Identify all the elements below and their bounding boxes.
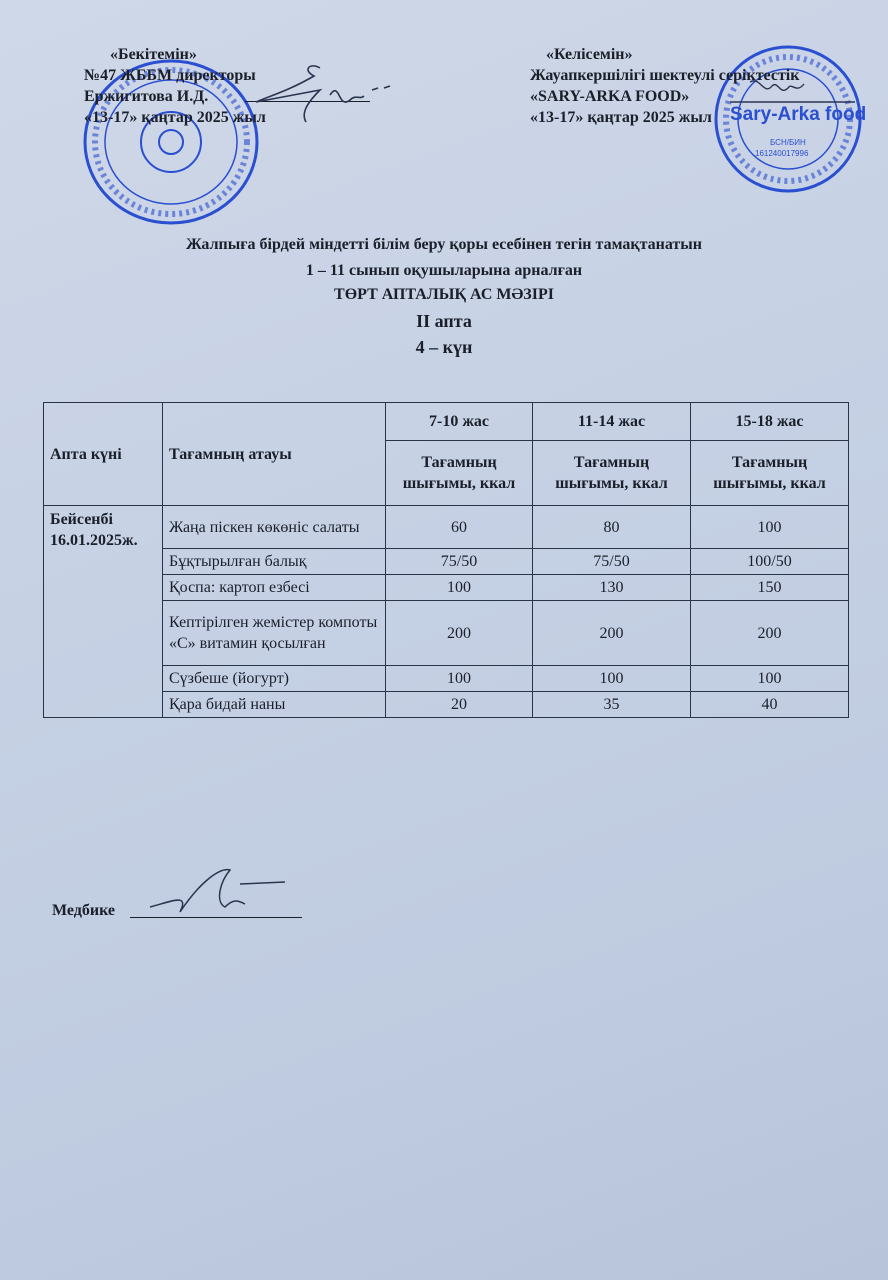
stamp-bin: 161240017996	[755, 149, 809, 158]
value-cell: 35	[532, 691, 691, 718]
value-cell: 75/50	[385, 548, 533, 575]
dish-name: Жаңа піскен көкөніс салаты	[162, 505, 386, 549]
stamp-bin-label: БСН/БИН	[770, 138, 806, 147]
table-row: Бұқтырылған балық 75/50 75/50 100/50	[44, 548, 849, 575]
table-row: Бейсенбі 16.01.2025ж. Жаңа піскен көкөні…	[43, 505, 849, 718]
value-cell: 20	[385, 691, 533, 718]
approve-heading: «Бекітемін»	[110, 46, 197, 63]
header-yield: Тағамның шығымы, ккал	[385, 440, 533, 506]
header-age-group: 15-18 жас	[690, 402, 849, 441]
value-cell: 200	[690, 600, 849, 666]
header-yield: Тағамның шығымы, ккал	[532, 440, 691, 506]
approve-date: «13-17» қаңтар 2025 жыл	[84, 109, 266, 126]
dish-name: Кептірілген жемістер компоты «С» витамин…	[162, 600, 386, 666]
stamp-logo-text: Sary-Arka food	[730, 104, 867, 125]
page-title: ТӨРТ АПТАЛЫҚ АС МӘЗІРІ	[334, 286, 554, 303]
table-row: Сүзбеше (йогурт) 100 100 100	[44, 665, 849, 692]
value-cell: 60	[385, 505, 533, 549]
title-line-2: 1 – 11 сынып оқушыларына арналған	[305, 262, 583, 279]
nurse-label: Медбике	[52, 902, 116, 919]
day-cell: Бейсенбі 16.01.2025ж.	[43, 505, 163, 718]
header-day: Апта күні	[43, 402, 163, 506]
approve-block: «Бекітемін» №47 ЖББМ директоры Ержигитов…	[84, 44, 266, 128]
week-label: II апта	[416, 311, 472, 331]
value-cell: 150	[690, 574, 849, 601]
menu-table: Апта күні Тағамның атауы 7-10 жас 11-14 …	[43, 402, 849, 718]
school-stamp	[83, 59, 259, 225]
value-cell: 100/50	[690, 548, 849, 575]
value-cell: 100	[385, 665, 533, 692]
header-dish-name: Тағамның атауы	[162, 402, 386, 506]
dish-name: Бұқтырылған балық	[162, 548, 386, 575]
agree-heading: «Келісемін»	[546, 46, 633, 63]
value-cell: 40	[690, 691, 849, 718]
nurse-signature	[149, 868, 286, 913]
approve-name: Ержигитова И.Д.	[84, 88, 209, 105]
dish-name: Сүзбеше (йогурт)	[162, 665, 386, 692]
approve-signature-line	[245, 101, 370, 102]
agree-company-name: «SARY-ARKA FOOD»	[530, 88, 690, 105]
approve-position: №47 ЖББМ директоры	[84, 67, 256, 84]
header-age-group: 7-10 жас	[385, 402, 533, 441]
table-row: Қоспа: картоп езбесі 100 130 150	[44, 574, 849, 601]
table-row: Қара бидай наны 20 35 40	[44, 691, 849, 718]
value-cell: 200	[532, 600, 691, 666]
value-cell: 200	[385, 600, 533, 666]
value-cell: 100	[385, 574, 533, 601]
company-signature	[730, 80, 855, 103]
value-cell: 100	[690, 505, 849, 549]
value-cell: 80	[532, 505, 691, 549]
agree-block: «Келісемін» Жауапкершілігі шектеулі сері…	[530, 44, 799, 128]
header-yield: Тағамның шығымы, ккал	[690, 440, 849, 506]
value-cell: 100	[532, 665, 691, 692]
day-label: 4 – күн	[415, 337, 473, 357]
company-stamp	[714, 45, 862, 193]
header-age-group: 11-14 жас	[532, 402, 691, 441]
dish-name: Қоспа: картоп езбесі	[162, 574, 386, 601]
title-line-1: Жалпыға бірдей міндетті білім беру қоры …	[186, 236, 702, 253]
value-cell: 75/50	[532, 548, 691, 575]
agree-company-type: Жауапкершілігі шектеулі серіктестік	[530, 67, 800, 84]
value-cell: 130	[532, 574, 691, 601]
agree-date: «13-17» қаңтар 2025 жыл	[530, 109, 712, 126]
nurse-signature-line	[130, 917, 302, 918]
value-cell: 100	[690, 665, 849, 692]
table-row: Кептірілген жемістер компоты «С» витамин…	[44, 600, 849, 666]
director-signature	[255, 65, 391, 123]
dish-name: Қара бидай наны	[162, 691, 386, 718]
